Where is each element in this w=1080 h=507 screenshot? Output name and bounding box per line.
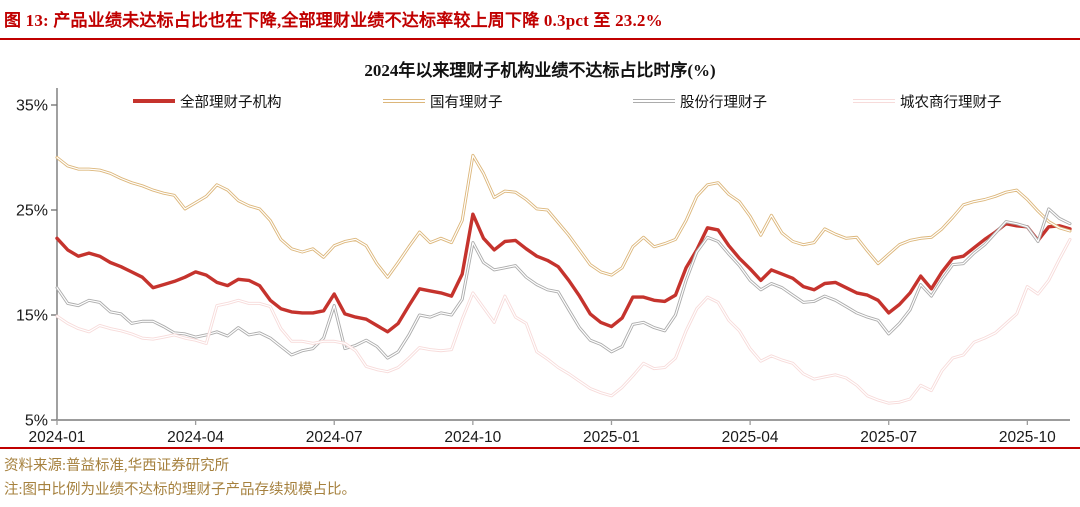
chart-title: 2024年以来理财子机构业绩不达标占比时序(%) (364, 61, 716, 80)
footer-divider (0, 447, 1080, 450)
note-text: 注:图中比例为业绩不达标的理财子产品存续规模占比。 (4, 482, 357, 498)
series-line-core-joint-stock (56, 208, 1071, 359)
legend-line-swatch-all-wmc (133, 99, 175, 103)
legend-item-joint-stock: 股份行理财子 (633, 92, 767, 111)
legend-line-swatch-city-rural (853, 99, 895, 103)
y-tick-label: 15% (16, 308, 48, 325)
legend-label-all-wmc: 全部理财子机构 (180, 94, 282, 111)
legend-item-state-owned: 国有理财子 (383, 92, 503, 111)
series-line-all-wmc (55, 212, 1072, 334)
x-tick-label: 2025-01 (583, 429, 640, 446)
title-divider (0, 38, 1080, 41)
x-tick-label: 2024-04 (167, 429, 224, 446)
figure-caption: 图 13: 产品业绩未达标占比也在下降,全部理财业绩不达标率较上周下降 0.3p… (4, 11, 663, 30)
series-line-city-rural (55, 237, 1072, 405)
legend-line-swatch-joint-stock (633, 99, 675, 103)
legend-label-state-owned: 国有理财子 (430, 94, 503, 111)
legend-item-all-wmc: 全部理财子机构 (133, 92, 282, 111)
x-tick-label: 2024-01 (29, 429, 86, 446)
series-line-state-owned (55, 153, 1072, 279)
x-tick-label: 2024-07 (306, 429, 363, 446)
y-tick-label: 35% (16, 98, 48, 115)
legend-line-swatch-state-owned (383, 99, 425, 103)
legend-label-joint-stock: 股份行理财子 (680, 94, 767, 111)
legend-item-city-rural: 城农商行理财子 (853, 92, 1002, 111)
series-line-core-city-rural (56, 238, 1071, 404)
legend-label-city-rural: 城农商行理财子 (900, 94, 1002, 111)
series-line-core-state-owned (56, 154, 1071, 278)
x-tick-label: 2025-10 (999, 429, 1056, 446)
x-tick-label: 2025-07 (860, 429, 917, 446)
chart-legend: 全部理财子机构 国有理财子 股份行理财子 城农商行理财子 (0, 92, 1080, 112)
y-tick-label: 5% (25, 413, 48, 430)
y-tick-label: 25% (16, 203, 48, 220)
source-text: 资料来源:普益标准,华西证券研究所 (4, 458, 230, 474)
x-tick-label: 2024-10 (444, 429, 501, 446)
x-tick-label: 2025-04 (722, 429, 779, 446)
